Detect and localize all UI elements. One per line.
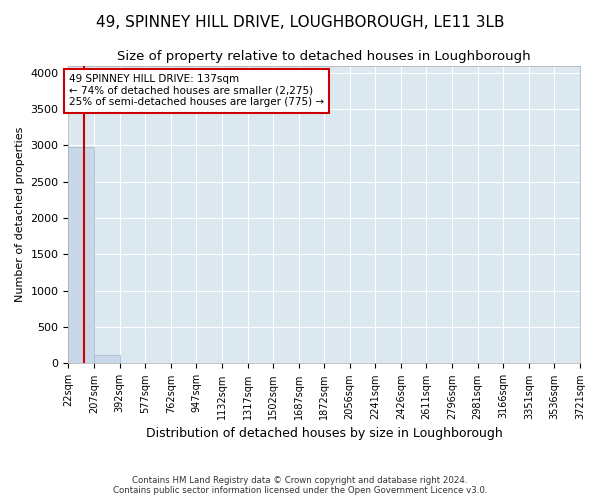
Text: Contains HM Land Registry data © Crown copyright and database right 2024.
Contai: Contains HM Land Registry data © Crown c…: [113, 476, 487, 495]
Y-axis label: Number of detached properties: Number of detached properties: [15, 127, 25, 302]
X-axis label: Distribution of detached houses by size in Loughborough: Distribution of detached houses by size …: [146, 427, 503, 440]
Title: Size of property relative to detached houses in Loughborough: Size of property relative to detached ho…: [118, 50, 531, 63]
Bar: [94, 356, 119, 364]
Text: 49 SPINNEY HILL DRIVE: 137sqm
← 74% of detached houses are smaller (2,275)
25% o: 49 SPINNEY HILL DRIVE: 137sqm ← 74% of d…: [69, 74, 324, 108]
Text: 49, SPINNEY HILL DRIVE, LOUGHBOROUGH, LE11 3LB: 49, SPINNEY HILL DRIVE, LOUGHBOROUGH, LE…: [96, 15, 504, 30]
Bar: [68, 147, 94, 364]
